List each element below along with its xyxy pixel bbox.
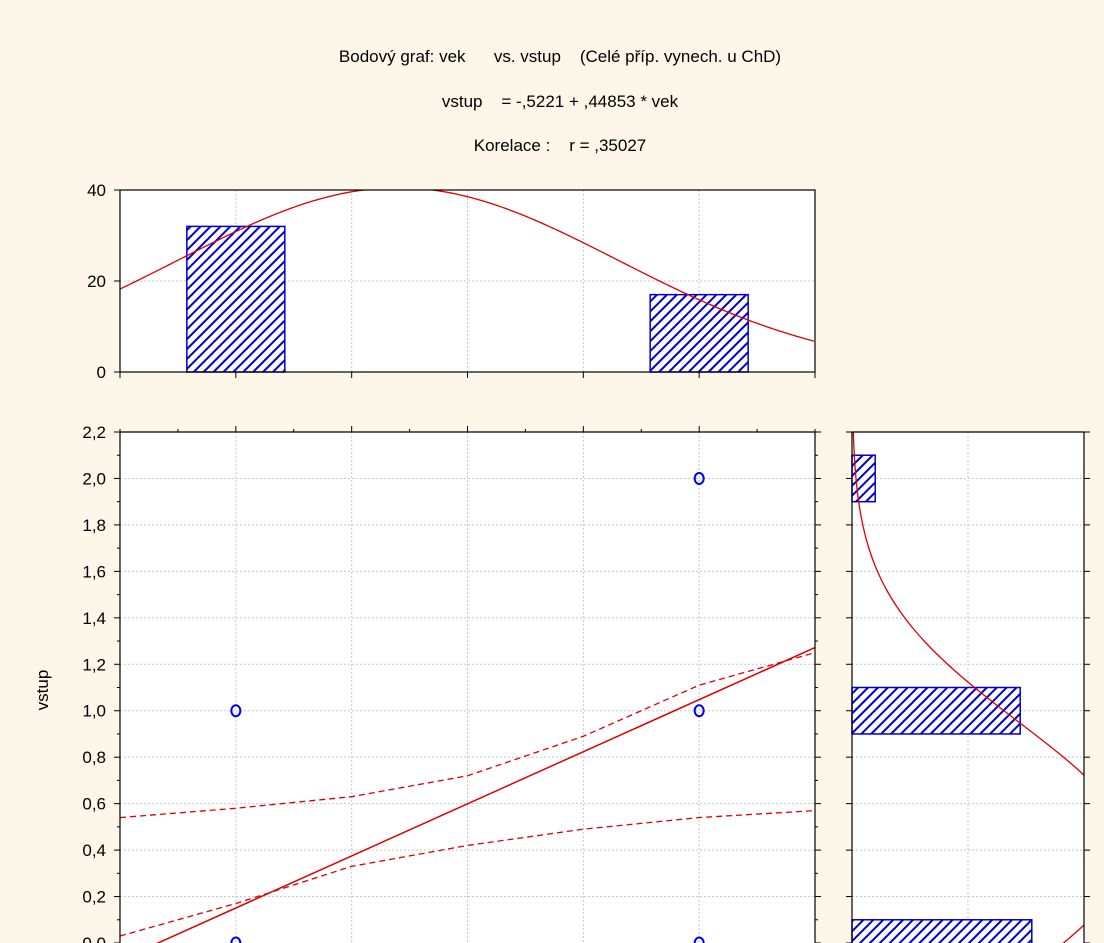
top-y-tick-label: 0 bbox=[97, 363, 106, 382]
y-tick-label: 1,2 bbox=[82, 655, 106, 674]
chart-subtitle-correlation: Korelace : r = ,35027 bbox=[474, 136, 646, 155]
scatter-grid bbox=[120, 432, 815, 943]
y-tick-label: 0,6 bbox=[82, 795, 106, 814]
top-histogram-bar bbox=[649, 293, 749, 373]
y-tick-label: 1,6 bbox=[82, 562, 106, 581]
top-histogram-normal-fit bbox=[120, 190, 815, 342]
top-histogram-ticks: 0 20 40 bbox=[87, 181, 816, 382]
scatter-point bbox=[693, 471, 705, 485]
top-normal-fit-curve bbox=[120, 190, 815, 342]
right-histogram-panel bbox=[846, 431, 1090, 943]
top-y-tick-label: 20 bbox=[87, 272, 106, 291]
right-normal-fit-curve bbox=[852, 432, 1084, 943]
y-tick-label: 1,0 bbox=[82, 702, 106, 721]
y-tick-label: 2,2 bbox=[82, 423, 106, 442]
y-tick-label: 1,4 bbox=[82, 609, 106, 628]
scatter-ticks: 0,0 0,2 0,4 0,6 0,8 1,0 1,2 1,4 1,6 1,8 2,0 2,2 bbox=[82, 423, 821, 943]
confidence-band-lower bbox=[120, 809, 815, 937]
regression-line bbox=[156, 646, 815, 943]
y-tick-label: 0,8 bbox=[82, 748, 106, 767]
right-histogram-ticks bbox=[846, 431, 1090, 943]
scatter-panel: 0,0 0,2 0,4 0,6 0,8 1,0 1,2 1,4 1,6 1,8 2,0 2,2 vst… bbox=[33, 423, 821, 943]
right-histogram-frame bbox=[851, 431, 1085, 943]
confidence-band-upper bbox=[120, 652, 815, 819]
right-histogram-bar bbox=[851, 919, 1033, 943]
regression-lines bbox=[120, 646, 815, 943]
top-histogram-bars bbox=[186, 225, 749, 373]
y-axis-label: vstup bbox=[33, 670, 52, 711]
right-histogram-grid bbox=[852, 432, 1084, 943]
top-histogram-bar bbox=[186, 225, 286, 373]
right-histogram-bar bbox=[851, 686, 1021, 735]
scatter-point bbox=[693, 936, 705, 943]
y-tick-label: 0,2 bbox=[82, 888, 106, 907]
scatter-point bbox=[693, 704, 705, 718]
top-y-tick-label: 40 bbox=[87, 181, 106, 200]
y-tick-label: 0,0 bbox=[82, 934, 106, 943]
right-histogram-normal-fit bbox=[852, 432, 1084, 943]
chart-subtitle-regression: vstup = -,5221 + ,44853 * vek bbox=[442, 92, 679, 111]
scatter-point bbox=[230, 704, 242, 718]
y-tick-label: 2,0 bbox=[82, 469, 106, 488]
top-histogram-panel: 0 20 40 bbox=[87, 181, 816, 382]
scatter-point bbox=[230, 936, 242, 943]
chart-title: Bodový graf: vek vs. vstup (Celé příp. v… bbox=[339, 47, 781, 66]
y-tick-label: 1,8 bbox=[82, 516, 106, 535]
y-tick-label: 0,4 bbox=[82, 841, 106, 860]
scatter-points bbox=[230, 471, 705, 943]
